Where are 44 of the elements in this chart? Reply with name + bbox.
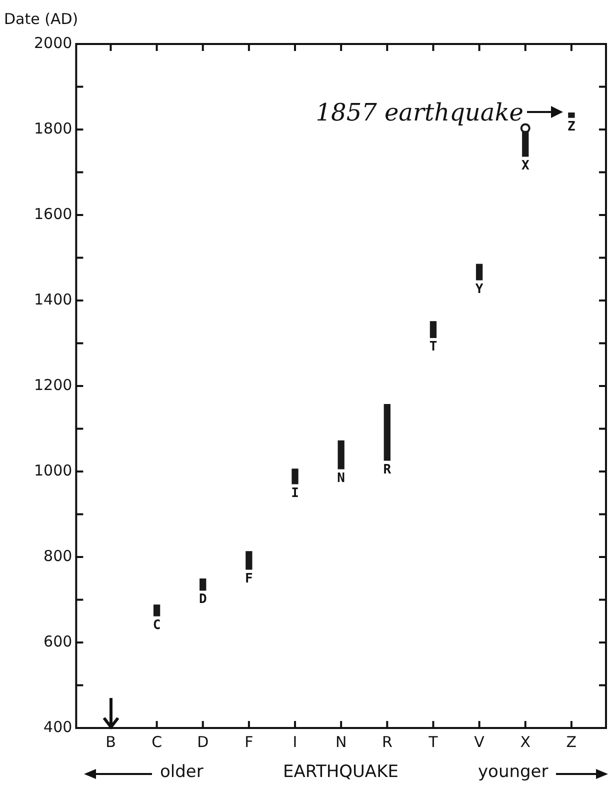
text: older <box>160 762 204 782</box>
bar <box>338 440 344 470</box>
x-tick-label: R <box>382 732 392 751</box>
x-tick-label: V <box>474 732 486 751</box>
annotation: T <box>429 340 438 355</box>
y-tick-label: 600 <box>44 632 72 650</box>
y-tick-label: 1000 <box>34 461 72 480</box>
bar <box>430 321 437 338</box>
annotation: I <box>291 486 299 501</box>
x-tick-label: X <box>520 732 531 751</box>
bar <box>153 604 160 616</box>
y-tick-label: 1600 <box>34 204 72 223</box>
annotation: X <box>521 158 530 174</box>
annotation: R <box>383 462 392 478</box>
y-tick-label: 1400 <box>34 290 72 308</box>
x-tick-label: N <box>335 732 347 751</box>
x-tick-label: B <box>106 732 116 751</box>
annotation: N <box>337 470 346 486</box>
bar <box>292 468 298 484</box>
x-tick-label: D <box>197 732 209 751</box>
bar <box>476 264 483 280</box>
annotation: 1857 earthquake <box>316 98 524 127</box>
y-tick-label: 1800 <box>34 119 72 138</box>
bar <box>246 551 252 570</box>
y-tick-label: 1200 <box>34 376 72 394</box>
x-tick-label: Z <box>566 732 577 751</box>
bar <box>200 578 206 591</box>
x-axis-title: EARTHQUAKE <box>283 762 398 782</box>
annotation: Y <box>475 282 484 297</box>
annotation: D <box>198 592 207 608</box>
y-tick-label: 2000 <box>34 34 72 52</box>
text: younger <box>478 762 548 782</box>
bar <box>384 404 390 461</box>
y-tick-label: 800 <box>44 546 72 565</box>
x-tick-label: C <box>152 732 162 751</box>
x-tick-label: I <box>292 732 298 751</box>
y-tick-label: 400 <box>44 718 72 736</box>
annotation: F <box>245 571 254 586</box>
annotation: Z <box>568 119 576 134</box>
x-tick-label: F <box>244 732 254 751</box>
bar <box>568 112 575 118</box>
x-tick-label: T <box>428 732 439 751</box>
y-axis-title: Date (AD) <box>4 10 78 28</box>
annotation: C <box>152 618 161 633</box>
